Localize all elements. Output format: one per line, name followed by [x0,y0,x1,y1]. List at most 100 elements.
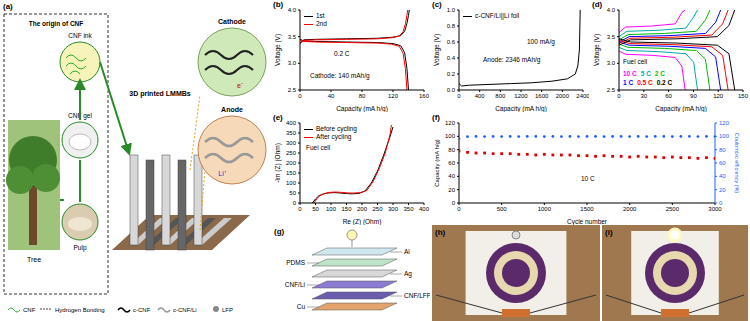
svg-text:3000: 3000 [708,206,722,212]
svg-text:Al: Al [404,248,410,255]
svg-text:0: 0 [298,93,302,99]
svg-text:2000: 2000 [623,206,637,212]
svg-text:0: 0 [293,200,297,206]
svg-text:2.5: 2.5 [288,87,297,93]
svg-text:50: 50 [312,206,319,212]
svg-text:0: 0 [719,200,723,206]
svg-text:3D printed LMMBs: 3D printed LMMBs [129,90,191,98]
svg-text:350: 350 [286,130,297,136]
svg-text:20: 20 [448,187,455,193]
svg-text:3.5: 3.5 [288,34,297,40]
svg-text:120: 120 [713,93,724,99]
svg-text:-Im (Z) (Ohm): -Im (Z) (Ohm) [274,143,282,183]
svg-text:200: 200 [357,206,368,212]
svg-text:0: 0 [298,206,302,212]
svg-text:(a): (a) [3,2,13,11]
svg-text:100: 100 [286,180,297,186]
svg-text:LFP: LFP [222,307,233,313]
svg-text:2400: 2400 [576,93,589,99]
svg-text:60: 60 [665,93,672,99]
svg-text:4.0: 4.0 [288,7,297,13]
svg-text:400: 400 [286,120,297,126]
svg-text:30: 30 [640,93,647,99]
svg-text:Coulombic efficiency (%): Coulombic efficiency (%) [734,133,740,194]
svg-text:CNF/LFP: CNF/LFP [404,292,430,299]
svg-text:3.0: 3.0 [607,60,616,66]
svg-text:2.5: 2.5 [607,87,616,93]
svg-text:1200: 1200 [514,93,528,99]
svg-text:50: 50 [289,190,296,196]
svg-text:Capacity (mA h/g): Capacity (mA h/g) [434,139,440,187]
svg-text:(g): (g) [274,227,285,236]
svg-text:0.2: 0.2 [447,71,456,77]
svg-text:CNF/Li: CNF/Li [285,281,305,288]
svg-text:Cu: Cu [297,303,306,310]
svg-text:Cycle number: Cycle number [567,218,608,225]
svg-text:100: 100 [326,206,337,212]
svg-text:The origin of CNF: The origin of CNF [29,20,84,28]
svg-text:0.0: 0.0 [447,87,456,93]
svg-text:150: 150 [738,93,749,99]
svg-text:CNF ink: CNF ink [68,32,92,39]
svg-text:40: 40 [448,173,455,179]
svg-text:Voltage (V): Voltage (V) [274,34,282,66]
svg-text:300: 300 [388,206,399,212]
svg-text:Hydrogen Bonding: Hydrogen Bonding [55,307,105,313]
svg-text:800: 800 [495,93,506,99]
svg-text:1.0: 1.0 [447,7,456,13]
svg-text:CNF: CNF [23,307,36,313]
svg-text:150: 150 [341,206,352,212]
svg-text:c-CNF: c-CNF [133,307,151,313]
svg-text:Capacity (mA h/g): Capacity (mA h/g) [495,105,547,112]
svg-text:Tree: Tree [27,256,41,263]
svg-text:PDMS: PDMS [286,259,305,266]
svg-text:(i): (i) [605,228,613,237]
svg-text:400: 400 [475,93,486,99]
svg-text:Capacity (mA h/g): Capacity (mA h/g) [655,105,707,112]
svg-text:0: 0 [617,93,621,99]
svg-text:40: 40 [719,173,726,179]
svg-text:100: 100 [719,133,730,139]
svg-text:e⁻: e⁻ [237,82,244,89]
svg-text:60: 60 [719,160,726,166]
svg-text:90: 90 [690,93,697,99]
svg-text:Li⁺: Li⁺ [218,170,226,177]
svg-text:20: 20 [719,187,726,193]
svg-text:0.4: 0.4 [447,55,456,61]
svg-text:0.6: 0.6 [447,39,456,45]
svg-text:300: 300 [286,140,297,146]
svg-text:160: 160 [419,93,430,99]
svg-text:2000: 2000 [556,93,570,99]
svg-text:400: 400 [419,206,430,212]
svg-text:80: 80 [359,93,366,99]
svg-text:120: 120 [719,120,730,126]
svg-text:Voltage (V): Voltage (V) [433,34,441,66]
svg-text:40: 40 [328,93,335,99]
svg-text:80: 80 [719,147,726,153]
svg-text:0: 0 [457,206,461,212]
svg-text:350: 350 [403,206,414,212]
svg-text:3.0: 3.0 [288,60,297,66]
svg-text:Anode: Anode [221,106,243,113]
svg-text:2500: 2500 [666,206,680,212]
svg-text:250: 250 [286,150,297,156]
svg-text:120: 120 [388,93,399,99]
svg-text:(h): (h) [435,228,446,237]
svg-text:Ag: Ag [404,270,412,278]
svg-text:c-CNF/Li: c-CNF/Li [173,307,197,313]
svg-text:Re (Z) (Ohm): Re (Z) (Ohm) [343,218,382,225]
svg-text:60: 60 [448,160,455,166]
svg-text:100: 100 [445,133,456,139]
svg-text:1000: 1000 [538,206,552,212]
svg-text:80: 80 [448,147,455,153]
svg-text:Capacity (mA h/g): Capacity (mA h/g) [336,105,388,112]
svg-text:250: 250 [372,206,383,212]
svg-text:4.0: 4.0 [607,7,616,13]
svg-text:1500: 1500 [580,206,594,212]
svg-text:120: 120 [445,120,456,126]
svg-text:Pulp: Pulp [73,244,86,252]
svg-text:0: 0 [452,200,456,206]
svg-text:500: 500 [497,206,508,212]
svg-text:3.5: 3.5 [607,34,616,40]
svg-text:150: 150 [286,170,297,176]
